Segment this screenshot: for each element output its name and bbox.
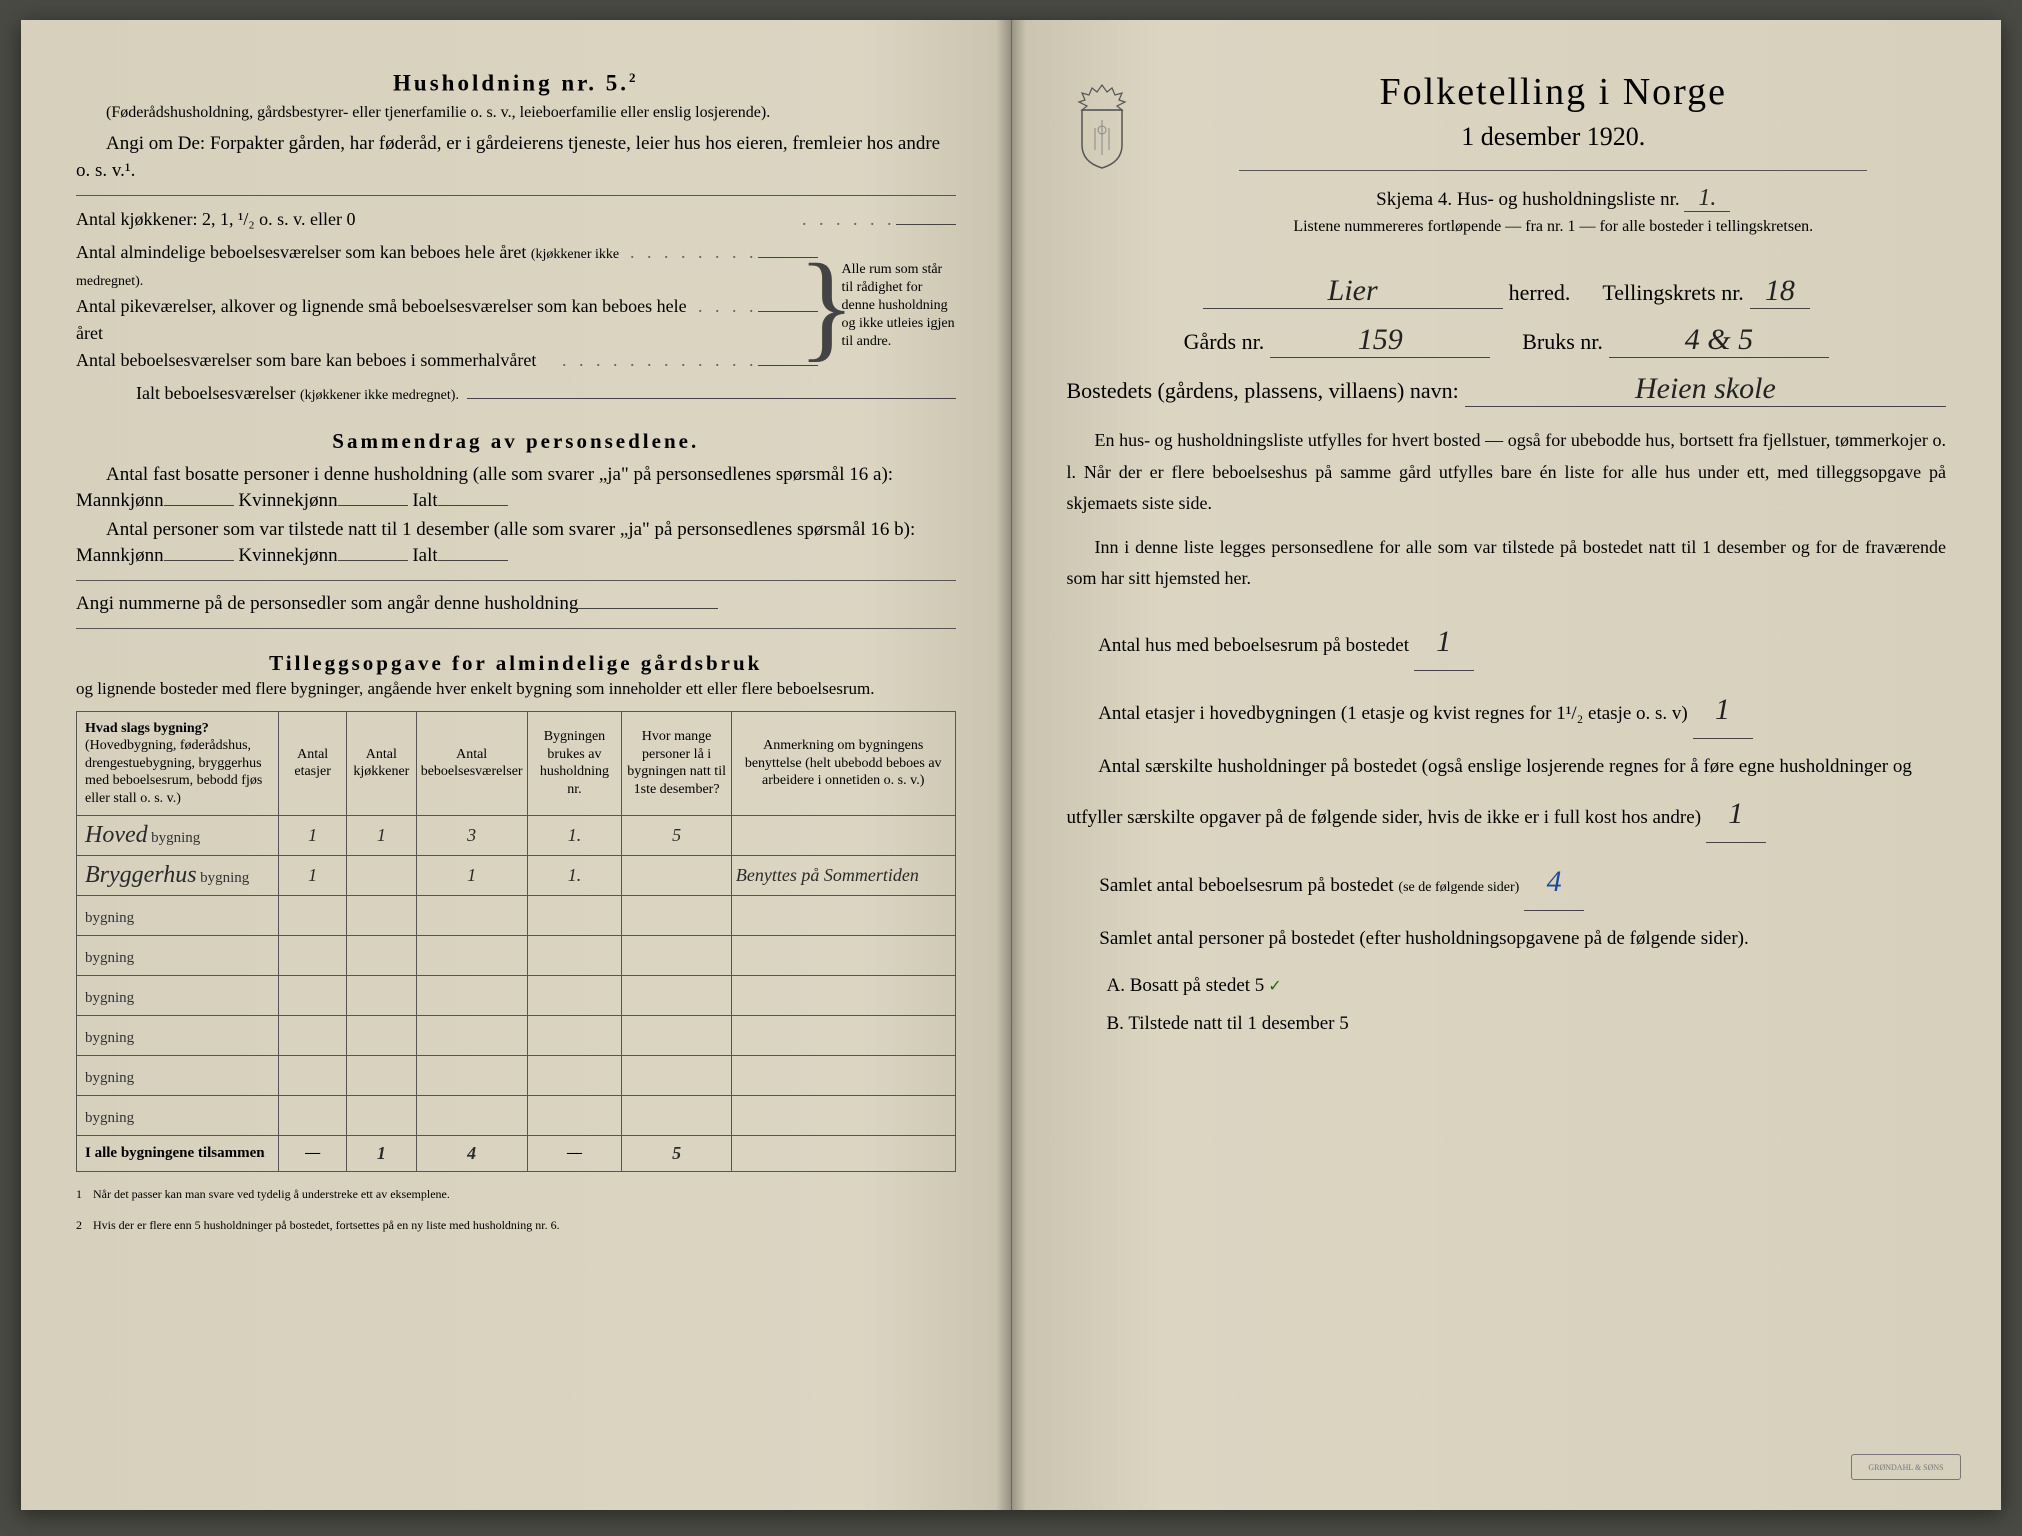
aA: 5 [1255,975,1265,996]
bosted-value: Heien skole [1465,372,1946,407]
date-line: 1 desember 1920. [1161,122,1947,152]
left-page: Husholdning nr. 5.2 (Føderådshusholdning… [21,20,1012,1510]
qB: B. Tilstede natt til 1 desember 5 [1107,1005,1947,1043]
krets-value: 18 [1750,274,1810,309]
table-total-row: I alle bygningene tilsammen — 1 4 — 5 [77,1136,956,1172]
q3: Antal særskilte husholdninger på bostede… [1067,749,1947,843]
herred-value: Lier [1203,274,1503,309]
h5-note: (Føderådshusholdning, gårdsbestyrer- ell… [106,103,956,124]
q4: Samlet antal beboelsesrum på bostedet (s… [1067,853,1947,911]
table-row: Bryggerhus bygning111.Benyttes på Sommer… [77,856,956,896]
q2: Antal etasjer i hovedbygningen (1 etasje… [1067,681,1947,739]
brace-icon: } [818,239,836,374]
document-spread: Husholdning nr. 5.2 (Føderådshusholdning… [21,20,2001,1510]
a3: 1 [1706,785,1766,843]
table-row: Hoved bygning1131.5 [77,816,956,856]
para-2: Inn i denne liste legges personsedlene f… [1067,532,1947,595]
main-title: Folketelling i Norge [1161,70,1947,114]
summary-title: Sammendrag av personsedlene. [76,429,956,454]
table-row: bygning [77,976,956,1016]
qA: A. Bosatt på stedet 5✓ [1107,967,1947,1005]
building-table: Hvad slags bygning?(Hovedbygning, føderå… [76,711,956,1173]
summary-l2: Antal personer som var tilstede natt til… [76,517,956,570]
header-row: Folketelling i Norge 1 desember 1920. Sk… [1067,70,1947,260]
schema-line: Skjema 4. Hus- og husholdningsliste nr. … [1161,185,1947,212]
table-header-row: Hvad slags bygning?(Hovedbygning, føderå… [77,711,956,816]
bruks-value: 4 & 5 [1609,323,1829,358]
table-row: bygning [77,896,956,936]
footnote-1: 1 Når det passer kan man svare ved tydel… [76,1186,956,1203]
tillegg-note: og lignende bosteder med flere bygninger… [76,678,956,701]
check-icon: ✓ [1268,978,1281,995]
divider [76,195,956,196]
table-row: bygning [77,936,956,976]
a1: 1 [1414,613,1474,671]
summary-l1: Antal fast bosatte personer i denne hush… [76,462,956,515]
footnote-2: 2 Hvis der er flere enn 5 husholdninger … [76,1217,956,1234]
lister-note: Listene nummereres fortløpende — fra nr.… [1161,218,1947,236]
tillegg-title: Tilleggsopgave for almindelige gårdsbruk [76,651,956,676]
angiom-line: Angi om De: Forpakter gården, har føderå… [76,131,956,184]
q5: Samlet antal personer på bostedet (efter… [1067,921,1947,957]
right-page: Folketelling i Norge 1 desember 1920. Sk… [1012,20,2002,1510]
table-row: bygning [77,1016,956,1056]
angi-nummer: Angi nummerne på de personsedler som ang… [76,591,956,618]
aB: 5 [1339,1013,1349,1034]
gards-row: Gårds nr. 159 Bruks nr. 4 & 5 [1067,323,1947,358]
kitchen-block: Antal kjøkkener: 2, 1, ¹/₂ o. s. v. elle… [76,206,956,407]
a4: 4 [1524,853,1584,911]
table-row: bygning [77,1056,956,1096]
gards-value: 159 [1270,323,1490,358]
crest-icon [1067,80,1137,170]
title-divider [1239,170,1867,171]
stamp-box: GRØNDAHL & SØNS [1851,1454,1961,1480]
bosted-row: Bostedets (gårdens, plassens, villaens) … [1067,372,1947,407]
brace-text: Alle rum som står til rådighet for denne… [836,239,956,374]
a2: 1 [1693,681,1753,739]
q1: Antal hus med beboelsesrum på bostedet 1 [1067,613,1947,671]
husholdning-title: Husholdning nr. 5.2 [76,70,956,97]
table-row: bygning [77,1096,956,1136]
herred-row: Lier herred. Tellingskrets nr. 18 [1067,274,1947,309]
para-1: En hus- og husholdningsliste utfylles fo… [1067,425,1947,520]
